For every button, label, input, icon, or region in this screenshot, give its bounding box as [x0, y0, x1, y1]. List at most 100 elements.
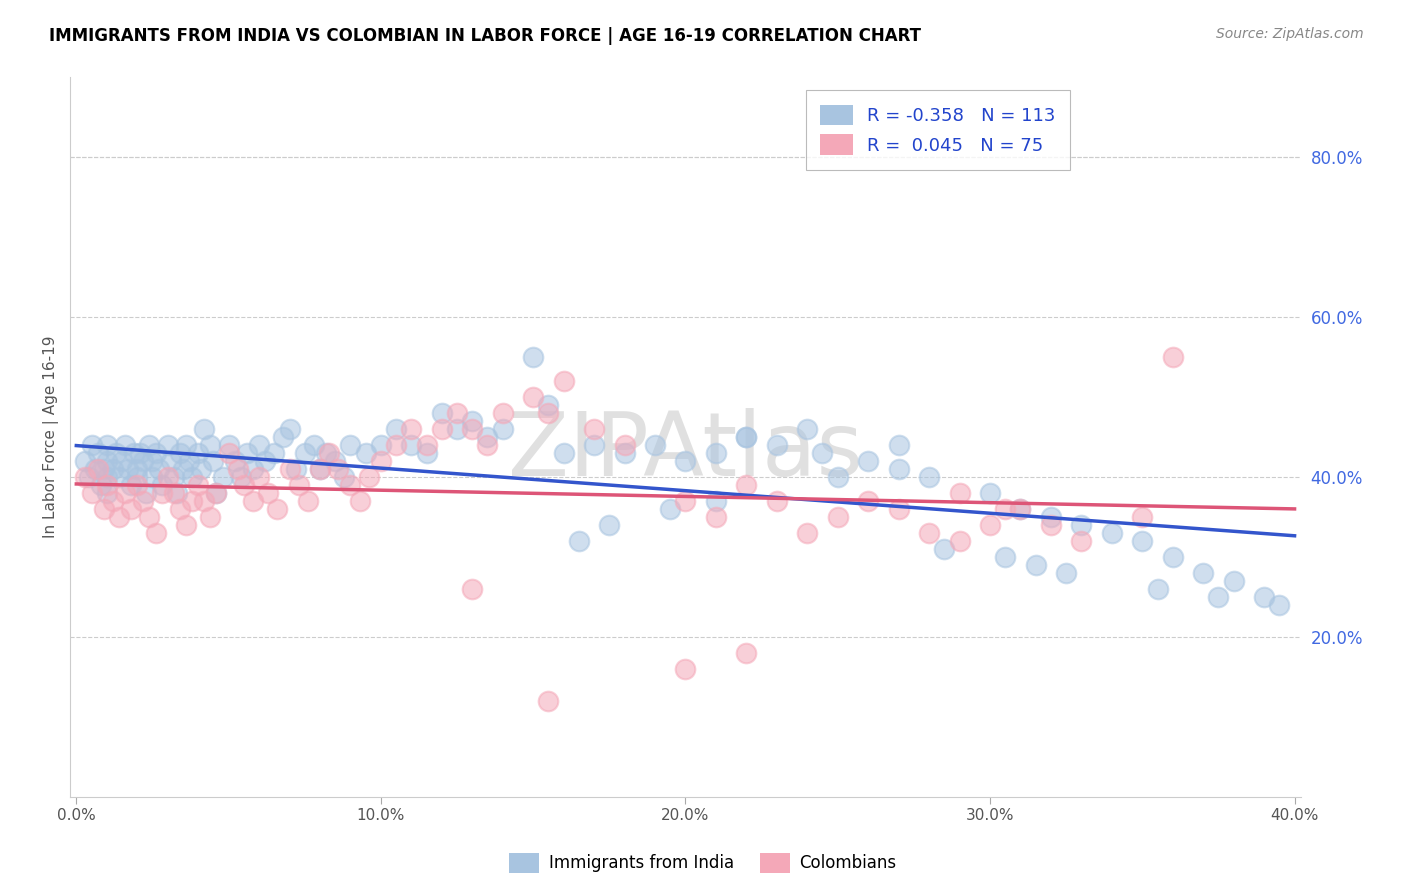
Point — [156, 470, 179, 484]
Point — [856, 494, 879, 508]
Point — [1070, 518, 1092, 533]
Point — [1268, 598, 1291, 612]
Point — [522, 350, 544, 364]
Point — [461, 582, 484, 596]
Point — [156, 438, 179, 452]
Point — [205, 486, 228, 500]
Point — [357, 470, 380, 484]
Point — [415, 438, 437, 452]
Point — [613, 446, 636, 460]
Point — [704, 494, 727, 508]
Point — [492, 422, 515, 436]
Point — [226, 462, 249, 476]
Point — [401, 422, 423, 436]
Point — [613, 438, 636, 452]
Point — [80, 486, 103, 500]
Point — [1010, 502, 1032, 516]
Point — [887, 462, 910, 476]
Point — [704, 510, 727, 524]
Point — [297, 494, 319, 508]
Point — [111, 454, 134, 468]
Point — [328, 462, 350, 476]
Point — [200, 438, 222, 452]
Point — [135, 486, 157, 500]
Point — [114, 438, 136, 452]
Point — [1039, 518, 1062, 533]
Point — [236, 446, 259, 460]
Point — [1192, 566, 1215, 580]
Point — [150, 486, 173, 500]
Point — [430, 422, 453, 436]
Point — [522, 390, 544, 404]
Point — [174, 438, 197, 452]
Point — [263, 446, 285, 460]
Point — [979, 486, 1001, 500]
Point — [333, 470, 356, 484]
Point — [659, 502, 682, 516]
Point — [129, 446, 152, 460]
Point — [994, 549, 1017, 564]
Point — [735, 430, 758, 444]
Point — [190, 462, 212, 476]
Point — [86, 446, 108, 460]
Legend: R = -0.358   N = 113, R =  0.045   N = 75: R = -0.358 N = 113, R = 0.045 N = 75 — [806, 90, 1070, 169]
Point — [127, 478, 149, 492]
Point — [704, 446, 727, 460]
Point — [104, 446, 127, 460]
Point — [315, 446, 337, 460]
Point — [218, 438, 240, 452]
Point — [675, 454, 697, 468]
Point — [218, 446, 240, 460]
Point — [323, 454, 346, 468]
Point — [477, 430, 499, 444]
Point — [284, 462, 307, 476]
Point — [193, 494, 215, 508]
Point — [75, 454, 97, 468]
Point — [117, 462, 139, 476]
Point — [120, 502, 142, 516]
Point — [83, 462, 105, 476]
Point — [1130, 533, 1153, 548]
Point — [200, 510, 222, 524]
Point — [302, 438, 325, 452]
Point — [148, 462, 170, 476]
Point — [174, 518, 197, 533]
Point — [644, 438, 666, 452]
Point — [735, 478, 758, 492]
Point — [796, 422, 818, 436]
Point — [294, 446, 316, 460]
Text: Source: ZipAtlas.com: Source: ZipAtlas.com — [1216, 27, 1364, 41]
Point — [254, 454, 277, 468]
Point — [827, 470, 849, 484]
Point — [918, 525, 941, 540]
Point — [1010, 502, 1032, 516]
Point — [796, 525, 818, 540]
Text: ZIPAtlas: ZIPAtlas — [508, 408, 863, 495]
Point — [145, 446, 167, 460]
Point — [127, 462, 149, 476]
Point — [75, 470, 97, 484]
Point — [918, 470, 941, 484]
Point — [278, 462, 301, 476]
Point — [96, 454, 118, 468]
Point — [887, 438, 910, 452]
Point — [242, 462, 264, 476]
Point — [229, 470, 252, 484]
Point — [127, 470, 149, 484]
Point — [93, 502, 115, 516]
Point — [211, 470, 233, 484]
Point — [994, 502, 1017, 516]
Point — [138, 438, 160, 452]
Point — [172, 462, 194, 476]
Point — [446, 422, 468, 436]
Point — [1253, 590, 1275, 604]
Point — [318, 446, 340, 460]
Point — [108, 470, 131, 484]
Point — [339, 438, 361, 452]
Point — [1025, 558, 1047, 572]
Point — [934, 541, 956, 556]
Point — [96, 438, 118, 452]
Point — [553, 374, 575, 388]
Point — [159, 454, 181, 468]
Point — [120, 478, 142, 492]
